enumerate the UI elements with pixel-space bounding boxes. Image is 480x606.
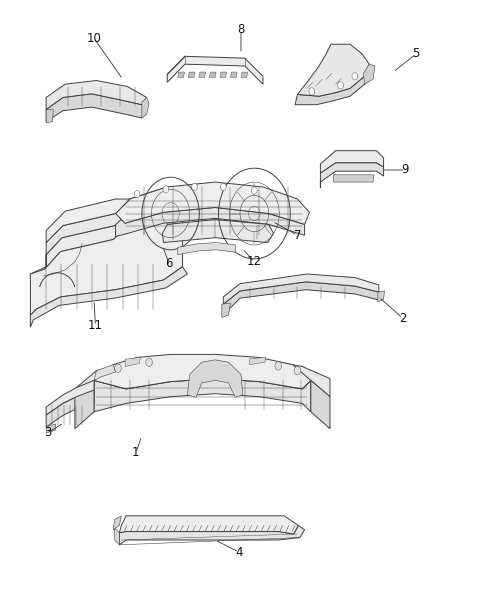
Text: 8: 8 — [237, 23, 245, 36]
Polygon shape — [116, 182, 310, 224]
Polygon shape — [94, 365, 116, 381]
Polygon shape — [46, 110, 53, 123]
Polygon shape — [46, 199, 130, 242]
Polygon shape — [378, 291, 384, 302]
Polygon shape — [113, 516, 121, 530]
Polygon shape — [167, 56, 263, 84]
Polygon shape — [75, 356, 330, 397]
Polygon shape — [333, 175, 374, 182]
Text: 10: 10 — [86, 32, 101, 45]
Polygon shape — [115, 528, 120, 545]
Polygon shape — [178, 72, 184, 78]
Polygon shape — [94, 355, 311, 389]
Polygon shape — [75, 381, 94, 429]
Circle shape — [252, 187, 257, 194]
Polygon shape — [199, 72, 205, 78]
Polygon shape — [187, 360, 243, 398]
Text: 3: 3 — [44, 427, 51, 439]
Polygon shape — [116, 207, 305, 236]
Polygon shape — [230, 72, 237, 78]
Polygon shape — [223, 274, 379, 304]
Text: 6: 6 — [166, 257, 173, 270]
Polygon shape — [250, 358, 266, 365]
Polygon shape — [295, 76, 367, 105]
Circle shape — [309, 88, 315, 95]
Polygon shape — [46, 81, 147, 110]
Circle shape — [294, 367, 301, 375]
Text: 9: 9 — [401, 164, 409, 176]
Text: 2: 2 — [399, 311, 407, 325]
Polygon shape — [222, 303, 230, 318]
Polygon shape — [46, 187, 167, 267]
Text: 12: 12 — [247, 255, 262, 268]
Circle shape — [115, 364, 121, 373]
Polygon shape — [30, 267, 187, 327]
Polygon shape — [46, 424, 56, 433]
Text: 1: 1 — [132, 447, 139, 459]
Circle shape — [192, 183, 197, 190]
Polygon shape — [142, 98, 149, 118]
Polygon shape — [321, 151, 384, 173]
Circle shape — [163, 185, 168, 193]
Polygon shape — [30, 199, 167, 276]
Polygon shape — [94, 379, 311, 412]
Circle shape — [337, 82, 343, 89]
Polygon shape — [311, 381, 330, 429]
Polygon shape — [178, 242, 235, 255]
Polygon shape — [321, 163, 384, 188]
Polygon shape — [46, 381, 94, 415]
Text: 7: 7 — [294, 229, 301, 242]
Polygon shape — [220, 72, 227, 78]
Polygon shape — [46, 94, 147, 122]
Polygon shape — [162, 219, 274, 242]
Polygon shape — [120, 525, 305, 545]
Polygon shape — [209, 72, 216, 78]
Circle shape — [275, 362, 282, 370]
Circle shape — [146, 358, 153, 367]
Polygon shape — [188, 72, 195, 78]
Polygon shape — [125, 358, 141, 367]
Circle shape — [352, 73, 358, 80]
Text: 4: 4 — [235, 545, 243, 559]
Text: 11: 11 — [88, 319, 103, 333]
Polygon shape — [363, 64, 375, 84]
Polygon shape — [223, 282, 379, 315]
Text: 5: 5 — [412, 47, 420, 61]
Polygon shape — [46, 390, 94, 427]
Polygon shape — [298, 44, 369, 96]
Circle shape — [134, 190, 140, 198]
Circle shape — [220, 183, 226, 190]
Polygon shape — [241, 72, 248, 78]
Polygon shape — [30, 213, 182, 315]
Polygon shape — [120, 516, 299, 534]
